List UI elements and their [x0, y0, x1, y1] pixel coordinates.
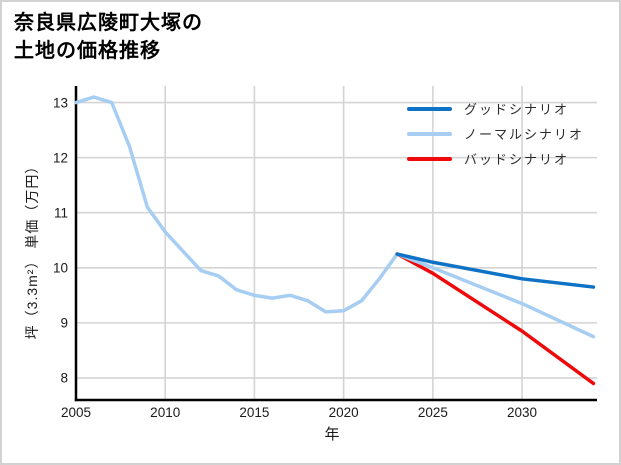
- legend-label-bad: バッドシナリオ: [464, 152, 570, 167]
- y-tick-label: 9: [60, 315, 68, 331]
- legend-item-normal: ノーマルシナリオ: [407, 121, 584, 146]
- legend-swatch-good-line: [407, 106, 452, 111]
- x-tick-label: 2020: [328, 405, 359, 420]
- y-tick-label: 10: [52, 260, 68, 276]
- legend-label-normal: ノーマルシナリオ: [464, 127, 585, 142]
- legend-swatch-bad-line: [407, 156, 452, 161]
- y-tick-label: 12: [52, 150, 68, 166]
- chart-title: 奈良県広陵町大塚の 土地の価格推移: [14, 9, 203, 65]
- chart-title-line1: 奈良県広陵町大塚の: [14, 12, 203, 34]
- legend-item-good: グッドシナリオ: [407, 96, 584, 121]
- x-tick-label: 2025: [417, 405, 448, 420]
- x-tick-label: 2010: [150, 405, 181, 420]
- series-line-forecast-バッドシナリオ: [395, 252, 596, 386]
- legend-label-good: グッドシナリオ: [464, 102, 570, 117]
- y-tick-label: 8: [60, 370, 68, 386]
- y-tick-label: 11: [53, 205, 68, 221]
- y-tick-label: 13: [52, 95, 68, 111]
- legend-swatch-normal-line: [407, 131, 452, 136]
- y-axis-label: 坪（3.3m²） 単価（万円）: [24, 158, 40, 340]
- legend: グッドシナリオ ノーマルシナリオ バッドシナリオ: [407, 96, 584, 171]
- x-tick-label: 2005: [60, 405, 92, 420]
- x-tick-label: 2015: [239, 405, 270, 420]
- x-axis-label: 年: [324, 426, 340, 443]
- series-line-forecast-グッドシナリオ: [395, 252, 596, 289]
- x-tick-label: 2030: [507, 405, 538, 420]
- series-line-forecast-ノーマルシナリオ: [395, 252, 596, 339]
- legend-item-bad: バッドシナリオ: [407, 146, 584, 171]
- chart-title-line2: 土地の価格推移: [14, 40, 161, 62]
- series-line-history: [74, 95, 399, 314]
